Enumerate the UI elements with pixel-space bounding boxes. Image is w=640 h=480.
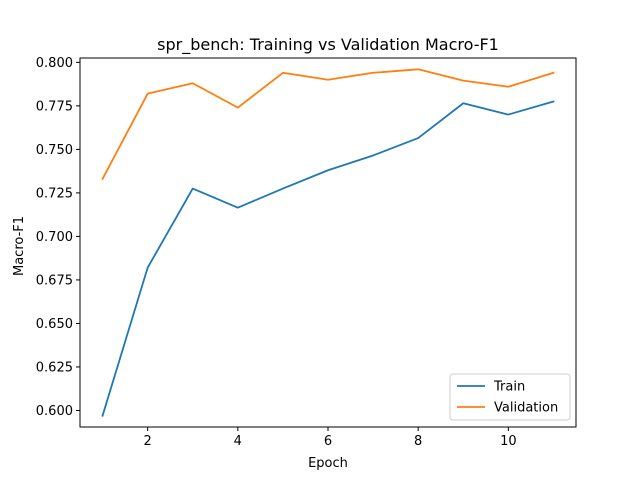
x-tick-label: 2 [143, 434, 151, 449]
y-tick-label: 0.600 [36, 404, 73, 419]
plot-area: 2 4 6 8 10 0.600 0.625 0.650 0.675 0.700 0.725 0.75… [36, 56, 577, 449]
x-tick-label: 10 [500, 434, 517, 449]
y-tick-label: 0.800 [36, 56, 73, 71]
y-tick-label: 0.650 [36, 317, 73, 332]
chart-title: spr_bench: Training vs Validation Macro-… [157, 35, 499, 55]
legend-label-validation: Validation [494, 401, 558, 416]
series-line-validation [101, 68, 555, 181]
x-tick-label: 6 [324, 434, 332, 449]
y-axis-label: Macro-F1 [12, 216, 27, 276]
x-tick-label: 8 [414, 434, 422, 449]
y-tick-label: 0.725 [36, 186, 73, 201]
series-line-train [101, 100, 555, 417]
x-axis-label: Epoch [308, 456, 348, 471]
y-tick-label: 0.775 [36, 99, 73, 114]
x-tick-label: 4 [234, 434, 242, 449]
legend-label-train: Train [493, 380, 525, 395]
y-tick-label: 0.625 [36, 360, 73, 375]
y-tick-label: 0.700 [36, 230, 73, 245]
y-tick-label: 0.750 [36, 143, 73, 158]
y-tick-label: 0.675 [36, 273, 73, 288]
